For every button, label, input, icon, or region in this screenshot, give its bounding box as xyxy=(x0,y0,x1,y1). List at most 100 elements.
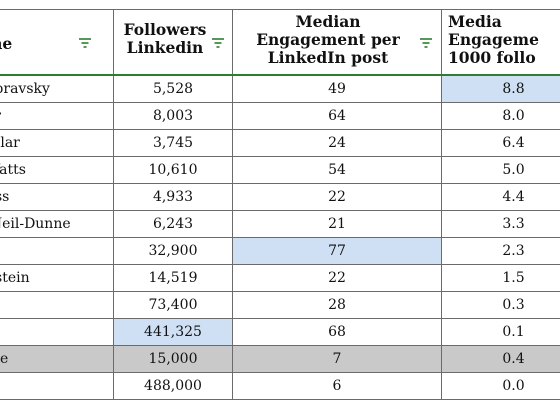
median-engagement-cell-text: 64 xyxy=(328,108,346,124)
median-per-1000-cell-text: 0.4 xyxy=(502,351,525,367)
followers-cell-text: 441,325 xyxy=(144,324,202,340)
median-engagement-cell[interactable]: 54 xyxy=(233,157,442,184)
followers-cell[interactable]: 8,003 xyxy=(114,103,233,130)
name-cell[interactable] xyxy=(0,238,114,265)
name-cell[interactable]: liss xyxy=(0,184,114,211)
median-engagement-cell[interactable]: 77 xyxy=(233,238,442,265)
median-engagement-cell-text: 28 xyxy=(328,297,346,313)
median-engagement-cell[interactable]: 21 xyxy=(233,211,442,238)
median-engagement-cell[interactable]: 49 xyxy=(233,76,442,103)
name-cell[interactable]: obravsky xyxy=(0,76,114,103)
header-median-engagement-cell[interactable]: Median Engagement per LinkedIn post xyxy=(233,9,442,75)
median-per-1000-cell-text: 6.4 xyxy=(502,135,525,151)
followers-cell-text: 14,519 xyxy=(148,270,198,286)
median-engagement-cell[interactable]: 6 xyxy=(233,373,442,400)
name-cell-text: Vilar xyxy=(0,135,20,151)
median-per-1000-cell[interactable]: 0.4 xyxy=(442,346,560,373)
median-per-1000-cell[interactable]: 2.3 xyxy=(442,238,560,265)
followers-cell-text: 488,000 xyxy=(144,378,202,394)
followers-cell-text: 5,528 xyxy=(152,81,194,97)
median-per-1000-cell-text: 1.5 xyxy=(502,270,525,286)
median-per-1000-cell[interactable]: 3.3 xyxy=(442,211,560,238)
header-bottom-rule xyxy=(0,74,560,76)
followers-cell[interactable]: 4,933 xyxy=(114,184,233,211)
followers-cell[interactable]: 14,519 xyxy=(114,265,233,292)
filter-icon[interactable] xyxy=(419,37,433,49)
median-per-1000-cell-text: 8.8 xyxy=(502,81,525,97)
median-per-1000-cell[interactable]: 6.4 xyxy=(442,130,560,157)
followers-cell-text: 4,933 xyxy=(152,189,194,205)
name-cell[interactable] xyxy=(0,319,114,346)
name-cell[interactable]: Watts xyxy=(0,157,114,184)
median-engagement-cell-text: 68 xyxy=(328,324,346,340)
median-per-1000-cell[interactable]: 8.8 xyxy=(442,76,560,103)
median-per-1000-cell-text: 5.0 xyxy=(502,162,525,178)
followers-cell[interactable]: 73,400 xyxy=(114,292,233,319)
median-engagement-cell-text: 22 xyxy=(328,270,346,286)
median-per-1000-cell-text: 0.1 xyxy=(502,324,525,340)
followers-cell-text: 8,003 xyxy=(152,108,194,124)
median-per-1000-cell[interactable]: 5.0 xyxy=(442,157,560,184)
median-per-1000-cell[interactable]: 1.5 xyxy=(442,265,560,292)
median-engagement-cell[interactable]: 22 xyxy=(233,265,442,292)
median-per-1000-cell-text: 0.3 xyxy=(502,297,525,313)
median-engagement-cell[interactable]: 64 xyxy=(233,103,442,130)
followers-cell[interactable]: 6,243 xyxy=(114,211,233,238)
median-engagement-cell[interactable]: 24 xyxy=(233,130,442,157)
name-cell-text: 'Neil-Dunne xyxy=(0,216,71,232)
median-engagement-cell-text: 22 xyxy=(328,189,346,205)
top-border xyxy=(0,9,560,10)
followers-cell[interactable]: 3,745 xyxy=(114,130,233,157)
header-followers-cell[interactable]: Followers Linkedin xyxy=(114,9,233,75)
name-cell[interactable] xyxy=(0,373,114,400)
name-cell-text: Watts xyxy=(0,162,26,178)
filter-icon[interactable] xyxy=(211,37,225,49)
median-engagement-cell-text: 54 xyxy=(328,162,346,178)
followers-cell[interactable]: 10,610 xyxy=(114,157,233,184)
name-cell[interactable]: e xyxy=(0,346,114,373)
table-row: obravsky 5,528 49 8.8 xyxy=(0,76,560,103)
median-engagement-cell[interactable]: 22 xyxy=(233,184,442,211)
median-engagement-cell-text: 49 xyxy=(328,81,346,97)
name-cell[interactable]: er xyxy=(0,103,114,130)
followers-cell-text: 6,243 xyxy=(152,216,194,232)
header-median-engagement-label: Median Engagement per LinkedIn post xyxy=(256,12,400,67)
name-cell[interactable]: nstein xyxy=(0,265,114,292)
name-cell[interactable]: e xyxy=(0,292,114,319)
header-name-cell[interactable]: me xyxy=(0,9,114,75)
name-cell[interactable]: Vilar xyxy=(0,130,114,157)
filter-icon[interactable] xyxy=(78,37,92,49)
median-engagement-cell-text: 24 xyxy=(328,135,346,151)
table-row: e 73,400 28 0.3 xyxy=(0,292,560,319)
followers-cell-text: 3,745 xyxy=(152,135,194,151)
header-followers-label: Followers Linkedin xyxy=(123,20,207,57)
median-engagement-cell[interactable]: 28 xyxy=(233,292,442,319)
name-cell-text: er xyxy=(0,108,1,124)
table-row: 488,000 6 0.0 xyxy=(0,373,560,400)
median-engagement-cell-text: 7 xyxy=(332,351,342,367)
name-cell-text: e xyxy=(0,351,9,367)
followers-cell[interactable]: 32,900 xyxy=(114,238,233,265)
followers-cell[interactable]: 5,528 xyxy=(114,76,233,103)
median-per-1000-cell[interactable]: 8.0 xyxy=(442,103,560,130)
header-median-per-1000-label: Media Engageme 1000 follo xyxy=(448,12,539,67)
name-cell-text: nstein xyxy=(0,270,30,286)
followers-cell[interactable]: 15,000 xyxy=(114,346,233,373)
median-engagement-cell[interactable]: 7 xyxy=(233,346,442,373)
median-per-1000-cell[interactable]: 0.0 xyxy=(442,373,560,400)
median-engagement-cell-text: 21 xyxy=(328,216,346,232)
table-row: 441,325 68 0.1 xyxy=(0,319,560,346)
median-per-1000-cell[interactable]: 0.1 xyxy=(442,319,560,346)
followers-cell[interactable]: 441,325 xyxy=(114,319,233,346)
median-engagement-cell-text: 6 xyxy=(332,378,342,394)
median-per-1000-cell-text: 8.0 xyxy=(502,108,525,124)
name-cell[interactable]: 'Neil-Dunne xyxy=(0,211,114,238)
table-row: nstein 14,519 22 1.5 xyxy=(0,265,560,292)
median-engagement-cell[interactable]: 68 xyxy=(233,319,442,346)
name-cell-text: obravsky xyxy=(0,81,50,97)
median-per-1000-cell[interactable]: 0.3 xyxy=(442,292,560,319)
header-median-per-1000-cell[interactable]: Media Engageme 1000 follo xyxy=(442,9,560,75)
followers-cell[interactable]: 488,000 xyxy=(114,373,233,400)
median-per-1000-cell[interactable]: 4.4 xyxy=(442,184,560,211)
